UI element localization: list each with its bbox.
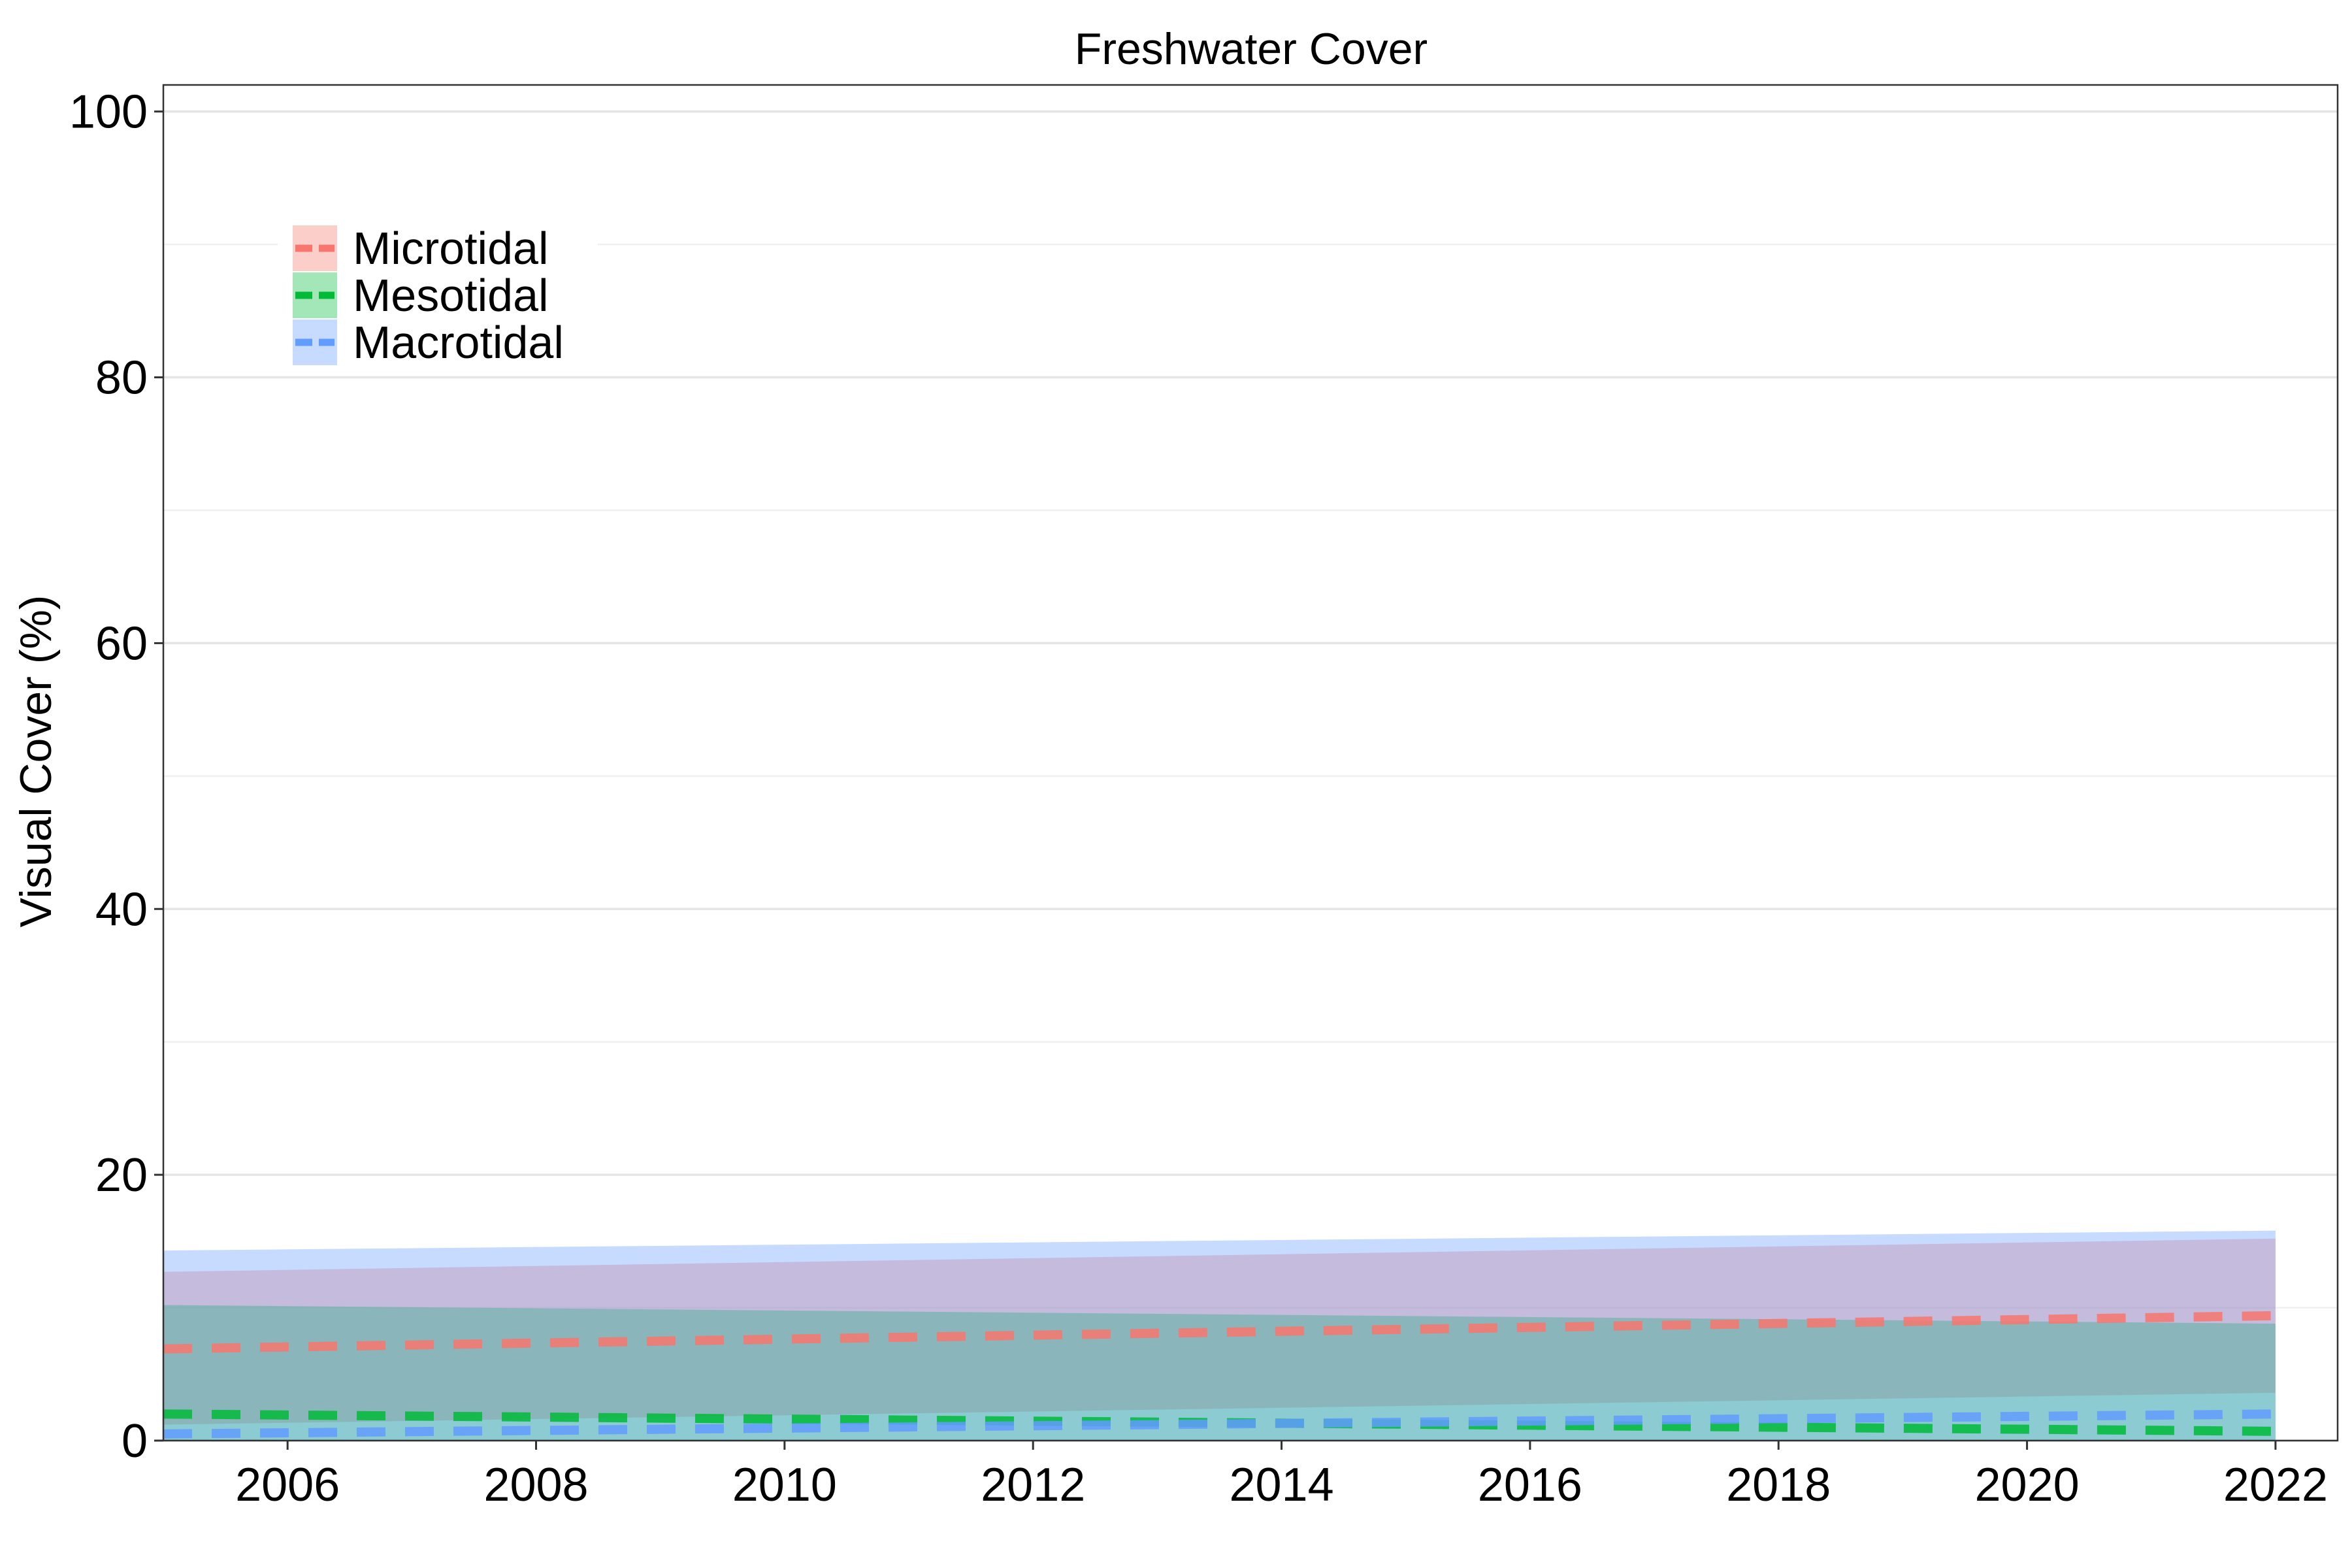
legend-label: Microtidal: [353, 223, 549, 274]
x-tick-label: 2018: [1726, 1459, 1831, 1511]
y-axis-label: Visual Cover (%): [11, 595, 61, 928]
mean-line-microtidal: [163, 1311, 2276, 1354]
mean-line-macrotidal: [163, 1409, 2276, 1439]
legend-item-microtidal: Microtidal: [293, 223, 549, 274]
x-tick-label: 2006: [235, 1459, 340, 1511]
legend-label: Mesotidal: [353, 270, 549, 321]
mean-line-layer: [163, 1311, 2276, 1439]
ribbon-microtidal: [163, 1238, 2276, 1425]
ribbon-macrotidal: [163, 1230, 2276, 1441]
x-tick-label: 2022: [2223, 1459, 2328, 1511]
legend-item-macrotidal: Macrotidal: [293, 317, 564, 368]
y-tick-label: 100: [69, 86, 148, 139]
x-tick-label: 2008: [483, 1459, 588, 1511]
ribbon-layer: [163, 1230, 2276, 1441]
y-tick-label: 60: [95, 617, 148, 670]
plot-frame: [162, 84, 2339, 1442]
chart-title: Freshwater Cover: [1075, 24, 1428, 74]
mean-line-mesotidal: [163, 1409, 2276, 1436]
y-tick-label: 40: [95, 883, 148, 936]
x-tick-label: 2014: [1229, 1459, 1333, 1511]
legend-item-mesotidal: Mesotidal: [293, 270, 549, 321]
legend-label: Macrotidal: [353, 317, 564, 368]
y-tick-label: 0: [122, 1415, 148, 1467]
y-tick-label: 80: [95, 352, 148, 404]
x-tick-label: 2012: [981, 1459, 1085, 1511]
y-axis: 0 20 40 60 80 100: [69, 86, 163, 1467]
x-axis: 2006 2008 2010 2012 2014 2016 2018 2020 2022: [235, 1441, 2328, 1511]
x-tick-label: 2016: [1478, 1459, 1582, 1511]
y-tick-label: 20: [95, 1149, 148, 1201]
grid-lines: [163, 110, 2338, 1442]
ribbon-mesotidal: [163, 1305, 2276, 1441]
x-tick-label: 2020: [1974, 1459, 2079, 1511]
x-tick-label: 2010: [732, 1459, 837, 1511]
